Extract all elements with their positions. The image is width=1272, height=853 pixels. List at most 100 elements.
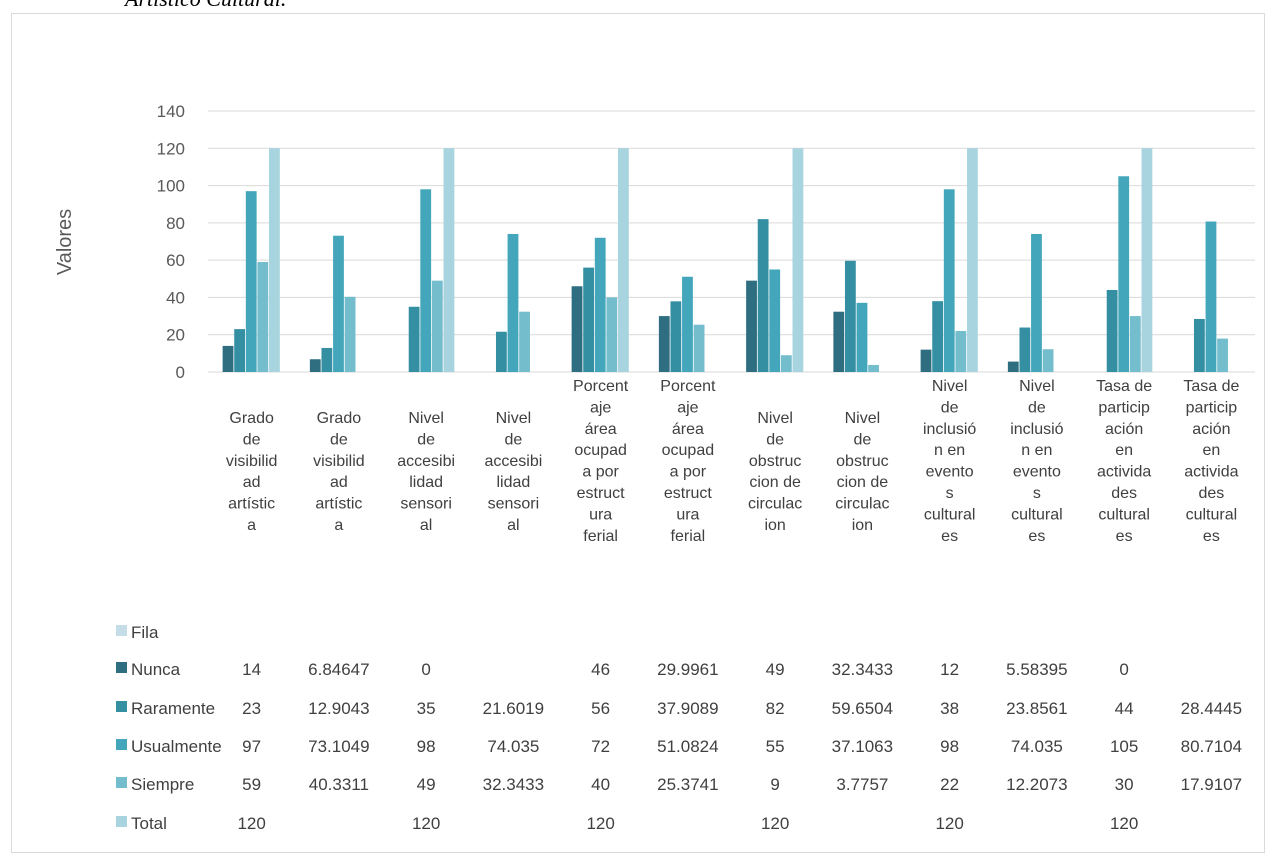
category-label: ad xyxy=(243,474,261,491)
legend-label: Usualmente xyxy=(131,737,222,756)
data-table-cell: 73.1049 xyxy=(308,737,369,756)
category-label: ad xyxy=(330,474,348,491)
y-tick-label: 100 xyxy=(157,177,185,196)
data-table-cell: 12.9043 xyxy=(308,699,369,718)
category-label: cultural xyxy=(1098,506,1150,523)
data-table-cell: 30 xyxy=(1115,775,1134,794)
data-table-cell: 5.58395 xyxy=(1006,660,1067,679)
category-label: s xyxy=(946,485,954,502)
category-label: de xyxy=(941,399,959,416)
bar-usualmente xyxy=(943,189,955,372)
category-label: de xyxy=(1028,399,1046,416)
bar-nunca xyxy=(920,349,932,372)
category-label: cion de xyxy=(837,474,889,491)
category-label: circulac xyxy=(835,496,889,513)
category-label: aje xyxy=(677,399,698,416)
bar-nunca xyxy=(746,280,757,372)
category-label: Nivel xyxy=(496,410,532,427)
category-label: activida xyxy=(1097,464,1151,481)
category-label: ura xyxy=(676,506,699,523)
category-label: des xyxy=(1111,485,1137,502)
legend-label: Fila xyxy=(131,623,159,642)
data-table-cell: 120 xyxy=(935,814,963,833)
category-label: Tasa de xyxy=(1096,378,1152,395)
bar-siempre xyxy=(780,355,792,372)
category-label: en xyxy=(1115,442,1133,459)
category-label: es xyxy=(941,528,958,545)
data-table-cell: 98 xyxy=(940,737,959,756)
bar-siempre xyxy=(868,364,879,372)
category-label: de xyxy=(330,431,348,448)
bar-usualmente xyxy=(507,233,519,372)
category-label: artístic xyxy=(315,496,362,513)
bar-usualmente xyxy=(1205,221,1217,372)
category-label: n en xyxy=(934,442,965,459)
data-table-cell: 37.1063 xyxy=(832,737,893,756)
y-tick-label: 80 xyxy=(166,214,185,233)
data-table-cell: 23.8561 xyxy=(1006,699,1067,718)
data-table-cell: 120 xyxy=(237,814,265,833)
category-label: lidad xyxy=(409,474,443,491)
category-label: inclusió xyxy=(923,421,976,438)
category-label: cultural xyxy=(924,506,976,523)
bar-raramente xyxy=(495,331,507,372)
data-table-cell: 28.4445 xyxy=(1181,699,1242,718)
data-table-cell: 120 xyxy=(761,814,789,833)
category-label: artístic xyxy=(228,496,275,513)
category-label: Tasa de xyxy=(1183,378,1239,395)
legend-swatch-raramente xyxy=(116,701,127,712)
bar-raramente xyxy=(583,267,595,372)
data-table-cell: 82 xyxy=(766,699,785,718)
category-label: particip xyxy=(1098,399,1150,416)
data-table-cell: 32.3433 xyxy=(832,660,893,679)
y-axis-label: Valores xyxy=(54,209,76,275)
data-table-cell: 46 xyxy=(591,660,610,679)
category-label: des xyxy=(1198,485,1224,502)
data-table-cell: 74.035 xyxy=(487,737,539,756)
data-table-cell: 0 xyxy=(1119,660,1128,679)
bar-usualmente xyxy=(1031,233,1042,372)
category-label: de xyxy=(853,431,871,448)
category-label: ocupad xyxy=(662,442,715,459)
category-label: visibilid xyxy=(313,453,365,470)
bar-total xyxy=(792,148,804,372)
data-table-cell: 72 xyxy=(591,737,610,756)
category-label: visibilid xyxy=(226,453,278,470)
category-label: es xyxy=(1203,528,1220,545)
data-table-cell: 12.2073 xyxy=(1006,775,1067,794)
bar-total xyxy=(618,148,629,372)
category-label: de xyxy=(243,431,261,448)
data-table-cell: 14 xyxy=(242,660,261,679)
bar-usualmente xyxy=(1118,176,1130,372)
category-label: cultural xyxy=(1186,506,1238,523)
bar-total xyxy=(1141,148,1153,372)
data-table-cell: 56 xyxy=(591,699,610,718)
legend-swatch-siempre xyxy=(116,777,127,788)
category-label: de xyxy=(504,431,522,448)
bar-raramente xyxy=(844,260,856,372)
bar-raramente xyxy=(670,301,682,372)
data-table-cell: 12 xyxy=(940,660,959,679)
category-label: de xyxy=(417,431,435,448)
category-label: evento xyxy=(1013,464,1061,481)
category-label: sensori xyxy=(488,496,540,513)
bar-raramente xyxy=(932,301,944,372)
category-label: circulac xyxy=(748,496,802,513)
bar-nunca xyxy=(571,286,583,372)
data-table-cell: 49 xyxy=(766,660,785,679)
category-label: inclusió xyxy=(1010,421,1063,438)
category-label: ura xyxy=(589,506,612,523)
category-label: Porcent xyxy=(660,378,716,395)
bar-siempre xyxy=(344,296,356,372)
legend-swatch-total xyxy=(116,816,127,827)
data-table-cell: 80.7104 xyxy=(1181,737,1242,756)
y-tick-label: 120 xyxy=(157,139,185,158)
category-label: sensori xyxy=(400,496,452,513)
bar-raramente xyxy=(408,306,420,372)
legend-label: Siempre xyxy=(131,775,194,794)
category-label: ocupad xyxy=(574,442,627,459)
bar-usualmente xyxy=(769,269,781,372)
bar-raramente xyxy=(234,329,246,372)
bar-nunca xyxy=(833,311,845,372)
category-label: de xyxy=(766,431,784,448)
